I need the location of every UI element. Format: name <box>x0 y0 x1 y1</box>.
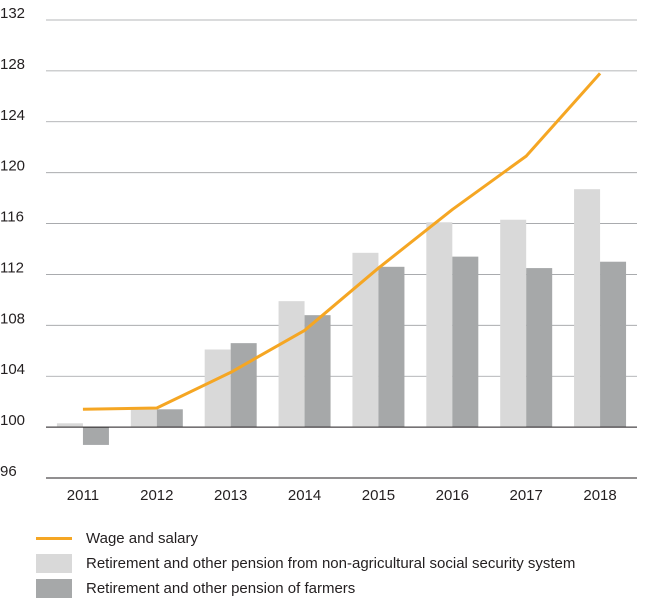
y-tick-label: 128 <box>0 56 25 73</box>
legend-label-wage: Wage and salary <box>86 530 199 547</box>
legend-swatch-wage <box>36 537 72 540</box>
wage-series-line <box>82 72 602 411</box>
bar-nonagri-pension <box>426 222 453 428</box>
x-tick-label: 2016 <box>436 487 469 504</box>
bar-nonagri-pension <box>352 252 379 428</box>
legend-label-farmers-pension: Retirement and other pension of farmers <box>86 580 356 597</box>
bar-farmers-pension <box>156 409 183 428</box>
y-tick-label: 96 <box>0 463 17 480</box>
x-tick-label: 2015 <box>362 487 395 504</box>
bar-nonagri-pension <box>56 423 83 428</box>
bar-nonagri-pension <box>500 219 527 428</box>
bar-farmers-pension <box>82 427 109 445</box>
y-axis-ticks: 96 100 104 108 112 116 120 124 128 132 <box>0 5 25 480</box>
y-tick-label: 120 <box>0 158 25 175</box>
bar-farmers-pension <box>452 256 479 428</box>
x-tick-label: 2012 <box>140 487 173 504</box>
y-tick-label: 108 <box>0 310 25 327</box>
bar-nonagri-pension <box>574 189 601 428</box>
legend: Wage and salary Retirement and other pen… <box>36 527 575 602</box>
x-tick-label: 2018 <box>583 487 616 504</box>
y-tick-label: 112 <box>0 259 24 276</box>
legend-item-wage: Wage and salary <box>36 527 575 550</box>
bar-farmers-pension <box>304 315 331 428</box>
x-axis-ticks: 2011 2012 2013 2014 2015 2016 2017 2018 <box>46 477 637 504</box>
legend-label-nonagri-pension: Retirement and other pension from non-ag… <box>86 555 576 572</box>
wage-line <box>82 72 602 411</box>
y-tick-label: 104 <box>0 361 25 378</box>
x-tick-label: 2014 <box>288 487 321 504</box>
legend-swatch-farmers-pension <box>36 579 72 598</box>
bar-farmers-pension <box>526 268 553 428</box>
y-tick-label: 132 <box>0 5 25 22</box>
bar-farmers-pension <box>600 261 627 428</box>
bar-nonagri-pension <box>204 349 231 428</box>
x-tick-label: 2013 <box>214 487 247 504</box>
y-tick-label: 124 <box>0 107 25 124</box>
y-tick-label: 100 <box>0 412 25 429</box>
y-tick-label: 116 <box>0 209 24 226</box>
bar-farmers-pension <box>378 266 405 428</box>
legend-item-farmers-pension: Retirement and other pension of farmers <box>36 577 575 600</box>
bar-nonagri-pension <box>278 301 305 428</box>
bars <box>56 189 627 445</box>
legend-item-nonagri-pension: Retirement and other pension from non-ag… <box>36 552 575 575</box>
x-tick-label: 2017 <box>510 487 543 504</box>
bar-nonagri-pension <box>130 408 157 428</box>
x-tick-label: 2011 <box>67 487 99 504</box>
bar-farmers-pension <box>230 343 257 428</box>
legend-swatch-nonagri-pension <box>36 554 72 573</box>
